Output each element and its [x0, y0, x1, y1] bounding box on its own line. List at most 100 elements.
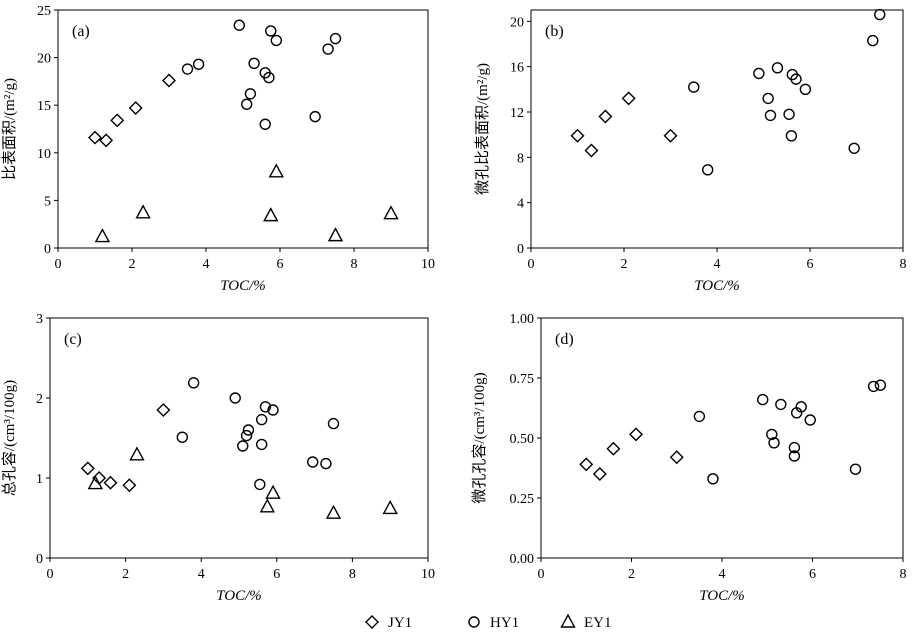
data-point-HY1	[790, 73, 802, 85]
data-point-EY1	[263, 207, 279, 222]
data-point-EY1	[87, 475, 104, 490]
data-point-HY1	[229, 392, 241, 404]
data-point-JY1	[598, 109, 613, 124]
data-point-HY1	[309, 110, 321, 123]
x-tick-label: 4	[198, 567, 205, 582]
data-point-EY1	[259, 498, 276, 513]
data-point-HY1	[254, 478, 266, 491]
data-point-HY1	[766, 428, 778, 441]
y-tick-label: 4	[517, 197, 524, 212]
data-point-JY1	[103, 475, 118, 490]
data-point-JY1	[88, 130, 102, 145]
y-axis-label: 微孔孔容/(cm³/100g)	[471, 372, 488, 503]
data-point-HY1	[764, 109, 777, 122]
data-point-EY1	[268, 163, 284, 178]
data-point-HY1	[775, 398, 787, 411]
panel-label: (b)	[545, 23, 564, 40]
data-point-JY1	[122, 478, 137, 493]
series-JY1	[579, 427, 684, 481]
data-point-HY1	[270, 34, 282, 47]
data-point-JY1	[110, 113, 125, 128]
data-point-HY1	[783, 108, 795, 120]
x-tick-label: 8	[900, 257, 907, 272]
panel-3: 0 2 4 6 8 0.00 0.25 0.50 0.75 1.00 (d) TOC/% 微孔孔容/(c…	[471, 312, 907, 604]
y-tick-label: 20	[37, 52, 51, 67]
data-point-EY1	[327, 227, 344, 242]
data-point-JY1	[99, 133, 114, 148]
y-tick-label: 8	[517, 151, 524, 166]
panel-2: 0 2 4 6 8 10 0 1 2 3 (c) TOC/% 总孔容/(cm³/100g)	[1, 312, 435, 604]
data-point-HY1	[263, 71, 275, 84]
x-tick-label: 0	[47, 567, 54, 582]
data-point-HY1	[762, 92, 774, 105]
data-point-HY1	[259, 401, 272, 413]
y-tick-label: 0.25	[510, 492, 535, 507]
legend-marker-HY1	[468, 616, 480, 628]
y-tick-label: 10	[37, 147, 51, 162]
panel-label: (d)	[555, 331, 574, 348]
data-point-JY1	[663, 128, 678, 143]
legend-marker-JY1	[365, 615, 379, 629]
x-tick-label: 2	[122, 567, 129, 582]
y-tick-label: 5	[44, 194, 51, 209]
data-point-JY1	[128, 101, 143, 116]
data-point-HY1	[795, 401, 807, 413]
data-point-HY1	[322, 43, 334, 55]
data-point-EY1	[135, 204, 151, 219]
data-point-HY1	[707, 473, 719, 485]
x-tick-label: 4	[714, 257, 721, 272]
plot-frame	[49, 317, 429, 559]
data-point-HY1	[753, 67, 765, 80]
data-point-HY1	[867, 34, 879, 47]
y-tick-label: 2	[36, 392, 43, 407]
y-tick-label: 3	[36, 312, 43, 327]
data-point-HY1	[265, 25, 277, 37]
legend-label: EY1	[584, 615, 612, 631]
data-point-JY1	[606, 441, 621, 456]
x-tick-label: 2	[129, 257, 136, 272]
series-EY1	[94, 163, 399, 243]
series-HY1	[693, 379, 887, 485]
data-point-HY1	[867, 380, 880, 393]
data-point-JY1	[579, 457, 594, 472]
data-point-HY1	[804, 414, 816, 426]
data-point-JY1	[629, 427, 644, 442]
data-point-HY1	[757, 393, 769, 406]
x-tick-label: 10	[421, 567, 435, 582]
legend-marker-EY1	[560, 613, 576, 628]
series-EY1	[87, 446, 398, 519]
y-tick-label: 16	[510, 61, 524, 76]
data-point-HY1	[237, 440, 249, 452]
data-point-HY1	[329, 32, 342, 45]
data-point-HY1	[259, 118, 271, 130]
data-point-HY1	[688, 81, 700, 93]
data-point-HY1	[874, 379, 887, 391]
x-tick-label: 4	[203, 257, 210, 272]
data-point-HY1	[788, 450, 801, 462]
data-point-JY1	[156, 403, 171, 417]
legend-item-JY1: JY1	[365, 615, 412, 631]
data-point-JY1	[570, 128, 585, 143]
data-point-HY1	[849, 463, 862, 475]
x-tick-label: 8	[900, 567, 907, 582]
x-tick-label: 0	[528, 257, 535, 272]
data-point-JY1	[162, 73, 176, 88]
data-point-HY1	[785, 130, 798, 142]
legend-item-EY1: EY1	[560, 613, 612, 631]
y-axis-label: 总孔容/(cm³/100g)	[1, 380, 18, 496]
data-point-JY1	[584, 143, 599, 158]
x-tick-label: 8	[351, 257, 358, 272]
data-point-HY1	[192, 58, 205, 70]
series-JY1	[570, 91, 678, 158]
y-tick-label: 1	[36, 472, 43, 487]
x-tick-label: 4	[719, 567, 726, 582]
y-tick-label: 0	[517, 242, 524, 257]
x-tick-label: 6	[273, 567, 280, 582]
x-tick-label: 0	[538, 567, 545, 582]
x-tick-label: 0	[55, 257, 62, 272]
data-point-EY1	[94, 228, 111, 243]
y-tick-label: 0.50	[510, 432, 535, 447]
y-tick-label: 0	[44, 242, 51, 257]
y-tick-label: 1.00	[510, 312, 535, 327]
